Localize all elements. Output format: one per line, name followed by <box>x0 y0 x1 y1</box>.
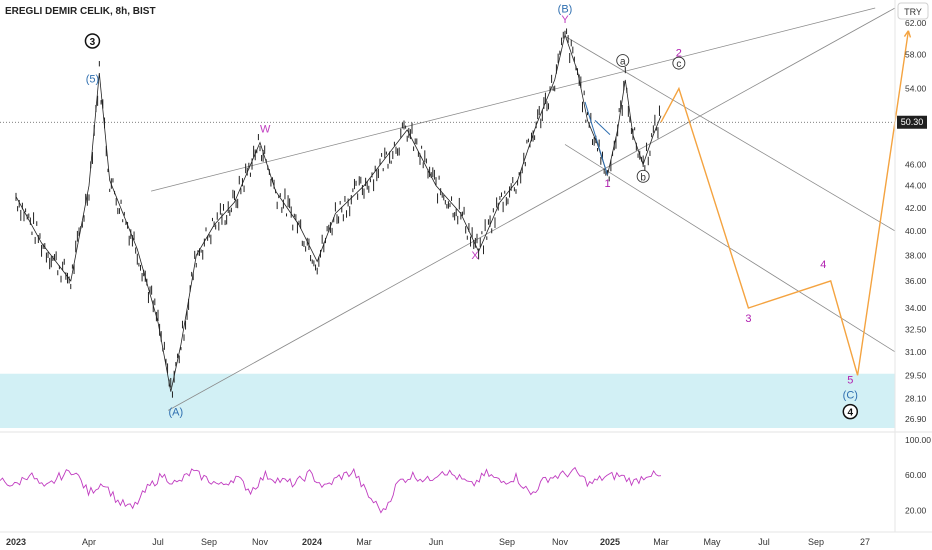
wave-label: 4 <box>842 403 859 420</box>
main-pane <box>0 0 895 432</box>
wave-label: Y <box>561 14 569 26</box>
wave-label: W <box>260 124 271 136</box>
wave-label: 3 <box>84 33 101 49</box>
x-tick-label: 2025 <box>600 537 620 547</box>
wave-label: (5) <box>86 73 99 85</box>
wave-label-ring <box>616 54 630 68</box>
wave-label: 1 <box>604 178 610 190</box>
y-tick-label: 58.00 <box>905 50 927 60</box>
wave-label-text: (5) <box>86 73 99 85</box>
x-tick-label: Jul <box>152 537 164 547</box>
wave-label: (B) <box>558 3 573 15</box>
channel-lines <box>151 7 896 411</box>
channel-line-2 <box>151 7 876 192</box>
x-tick-label: 2023 <box>6 537 26 547</box>
x-tick-label: 27 <box>860 537 870 547</box>
x-tick-label: Apr <box>82 537 96 547</box>
rsi-tick-label: 60.00 <box>905 470 927 480</box>
y-tick-label: 29.50 <box>905 370 927 380</box>
y-tick-label: 44.00 <box>905 181 927 191</box>
wave-label: 2 <box>676 47 682 59</box>
price-series <box>15 28 662 398</box>
wave-label-text: c <box>676 59 681 70</box>
y-tick-label: 32.50 <box>905 324 927 334</box>
x-tick-label: 2024 <box>302 537 322 547</box>
wave-label-text: (C) <box>843 389 858 401</box>
wave-label-text: 1 <box>604 178 610 190</box>
currency-button[interactable]: TRY <box>897 2 929 20</box>
x-tick-label: Nov <box>252 537 269 547</box>
y-tick-label: 42.00 <box>905 203 927 213</box>
y-tick-label: 46.00 <box>905 160 927 170</box>
y-tick-label: 62.00 <box>905 18 927 28</box>
y-tick-label: 31.00 <box>905 347 927 357</box>
wave-labels: 3 (5) (A) W X (B)Ya 1 b 2c 3 4 5 (C) 4 <box>84 3 859 420</box>
symbol-title: EREGLI DEMIR CELIK, 8h, BIST <box>5 6 156 17</box>
wave-label-text: X <box>471 250 479 262</box>
x-tick-label: Mar <box>356 537 372 547</box>
wave-label-text: 4 <box>848 408 854 419</box>
rsi-tick-label: 20.00 <box>905 505 927 515</box>
channel-line-1 <box>168 7 896 411</box>
wave-label: 5 <box>847 374 853 386</box>
wave-label-text: a <box>620 57 626 68</box>
y-tick-label: 38.00 <box>905 250 927 260</box>
projection-arrowhead <box>903 30 912 38</box>
y-tick-label: 40.00 <box>905 226 927 236</box>
rsi-line <box>0 466 662 514</box>
wave-label: c <box>672 56 686 70</box>
y-tick-label: 26.90 <box>905 414 927 424</box>
x-tick-label: Mar <box>653 537 669 547</box>
wave-label: (C) <box>843 389 858 401</box>
x-tick-label: Jul <box>758 537 770 547</box>
wave-label-text: 4 <box>820 259 826 271</box>
wave-label-text: 3 <box>90 37 96 48</box>
wave-label-text: 2 <box>676 47 682 59</box>
x-tick-label: Nov <box>552 537 569 547</box>
y-tick-label: 36.00 <box>905 276 927 286</box>
wave-label-ring <box>84 33 101 49</box>
y-tick-label: 34.00 <box>905 303 927 313</box>
wedge-line-upper <box>584 101 608 176</box>
rsi-series <box>0 466 662 514</box>
x-tick-label: May <box>703 537 721 547</box>
wave-label-ring <box>672 56 686 70</box>
price-axis-ticks[interactable]: 62.0058.0054.0050.0046.0044.0042.0040.00… <box>905 18 927 424</box>
wave-label: 3 <box>745 313 751 325</box>
x-tick-label: Sep <box>201 537 217 547</box>
y-tick-label: 54.00 <box>905 84 927 94</box>
rsi-tick-label: 100.00 <box>905 435 931 445</box>
wedge-line-lower <box>594 120 611 136</box>
price-badge: 50.30 <box>897 115 927 129</box>
wave-label-text: Y <box>561 14 569 26</box>
support-zone <box>0 373 895 428</box>
y-tick-label: 28.10 <box>905 393 927 403</box>
wave-label-text: (B) <box>558 3 573 15</box>
wave-label: b <box>636 169 650 183</box>
time-axis-ticks[interactable]: 2023 Apr Jul Sep Nov 2024 Mar Jun Sep Nov 2025 Mar M… <box>6 537 870 547</box>
x-tick-label: Jun <box>429 537 444 547</box>
projection-line <box>660 30 910 376</box>
wave-label: (A) <box>169 407 184 419</box>
wave-label-text: 5 <box>847 374 853 386</box>
wave-label: a <box>616 54 630 68</box>
wave-label-text: W <box>260 124 271 136</box>
currency-label: TRY <box>904 7 922 17</box>
wave-label-ring <box>636 169 650 183</box>
wave-label-text: 3 <box>745 313 751 325</box>
wave-label: X <box>471 250 479 262</box>
x-tick-label: Sep <box>808 537 824 547</box>
channel-line-3 <box>564 35 896 232</box>
wave-label-text: b <box>640 172 646 183</box>
rsi-axis-ticks[interactable]: 100.00 60.00 20.00 <box>905 435 931 515</box>
wave-label-ring <box>842 403 859 420</box>
wave-label-text: (A) <box>169 407 184 419</box>
price-badge-label: 50.30 <box>901 117 924 127</box>
x-tick-label: Sep <box>499 537 515 547</box>
wave-label: 4 <box>820 259 826 271</box>
projection-series <box>660 30 912 376</box>
